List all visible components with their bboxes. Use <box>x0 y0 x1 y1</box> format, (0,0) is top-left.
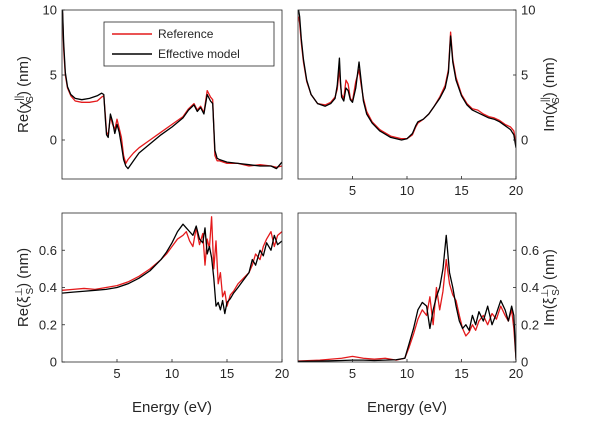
axes-box <box>61 212 283 363</box>
y-tick-label: 5 <box>50 68 57 83</box>
x-axis-label: Energy (eV) <box>367 399 447 416</box>
y-tick-label: 0.2 <box>39 317 57 332</box>
panel-top-right: 5 10 15 20 0 5 10 Im(χ||S) (nm) <box>297 3 562 198</box>
x-tick-label: 10 <box>165 366 179 381</box>
x-tick-label: 5 <box>113 366 120 381</box>
series-line-reference <box>298 258 516 362</box>
y-axis-label: Re(χ||S) (nm) <box>14 56 36 133</box>
x-tick-label: 10 <box>400 183 414 198</box>
y-tick-label: 0 <box>50 133 57 148</box>
y-tick-label: 0.4 <box>521 280 539 295</box>
series-line-reference <box>62 216 282 307</box>
panel-top-left: 0 5 10 Re(χ||S) (nm) <box>14 3 283 180</box>
y-tick-label: 0.6 <box>39 243 57 258</box>
y-tick-label: 0 <box>521 133 528 148</box>
y-tick-label: 0.2 <box>521 317 539 332</box>
x-tick-label: 15 <box>454 366 468 381</box>
axes-box <box>61 9 283 180</box>
panel-bottom-right: 5 10 15 200 0.2 0.4 0.6Im(ξ⊥S) (nm) Energy (eV) <box>297 212 562 416</box>
y-axis-label: Im(χ||S) (nm) <box>540 57 562 131</box>
axes-box <box>297 9 517 180</box>
legend-label-effective-model: Effective model <box>158 47 240 61</box>
axes-box <box>297 212 517 363</box>
series-line-effective-model <box>62 10 282 170</box>
y-axis-label: Re(ξ⊥S) (nm) <box>14 248 36 327</box>
panel-bottom-left: 5 10 15 20 0 0.2 0.4 0.6Re(ξ⊥S) (nm) Energy (eV) <box>14 212 289 416</box>
y-tick-label: 0.4 <box>39 280 57 295</box>
y-tick-label: 10 <box>43 3 57 18</box>
y-tick-label: 0.6 <box>521 243 539 258</box>
x-tick-label: 10 <box>400 366 414 381</box>
x-tick-label: 15 <box>454 183 468 198</box>
series-line-reference <box>62 12 282 168</box>
series-line-reference <box>298 16 516 145</box>
y-tick-label: 0 <box>50 355 57 370</box>
y-tick-label: 10 <box>521 3 535 18</box>
x-tick-label: 5 <box>349 183 356 198</box>
series-line-effective-model <box>298 10 516 148</box>
x-tick-label: 15 <box>220 366 234 381</box>
y-tick-label: 5 <box>521 68 528 83</box>
y-tick-label: 0 <box>521 355 528 370</box>
legend: Reference Effective model <box>103 21 275 67</box>
x-tick-label: 20 <box>509 366 523 381</box>
x-tick-label: 20 <box>275 366 289 381</box>
x-tick-label: 5 <box>349 366 356 381</box>
x-axis-label: Energy (eV) <box>132 399 212 416</box>
y-axis-label: Im(ξ⊥S) (nm) <box>540 249 562 326</box>
x-tick-label: 20 <box>509 183 523 198</box>
series-line-effective-model <box>298 234 516 362</box>
legend-label-reference: Reference <box>158 27 214 41</box>
series-line-effective-model <box>62 223 282 315</box>
